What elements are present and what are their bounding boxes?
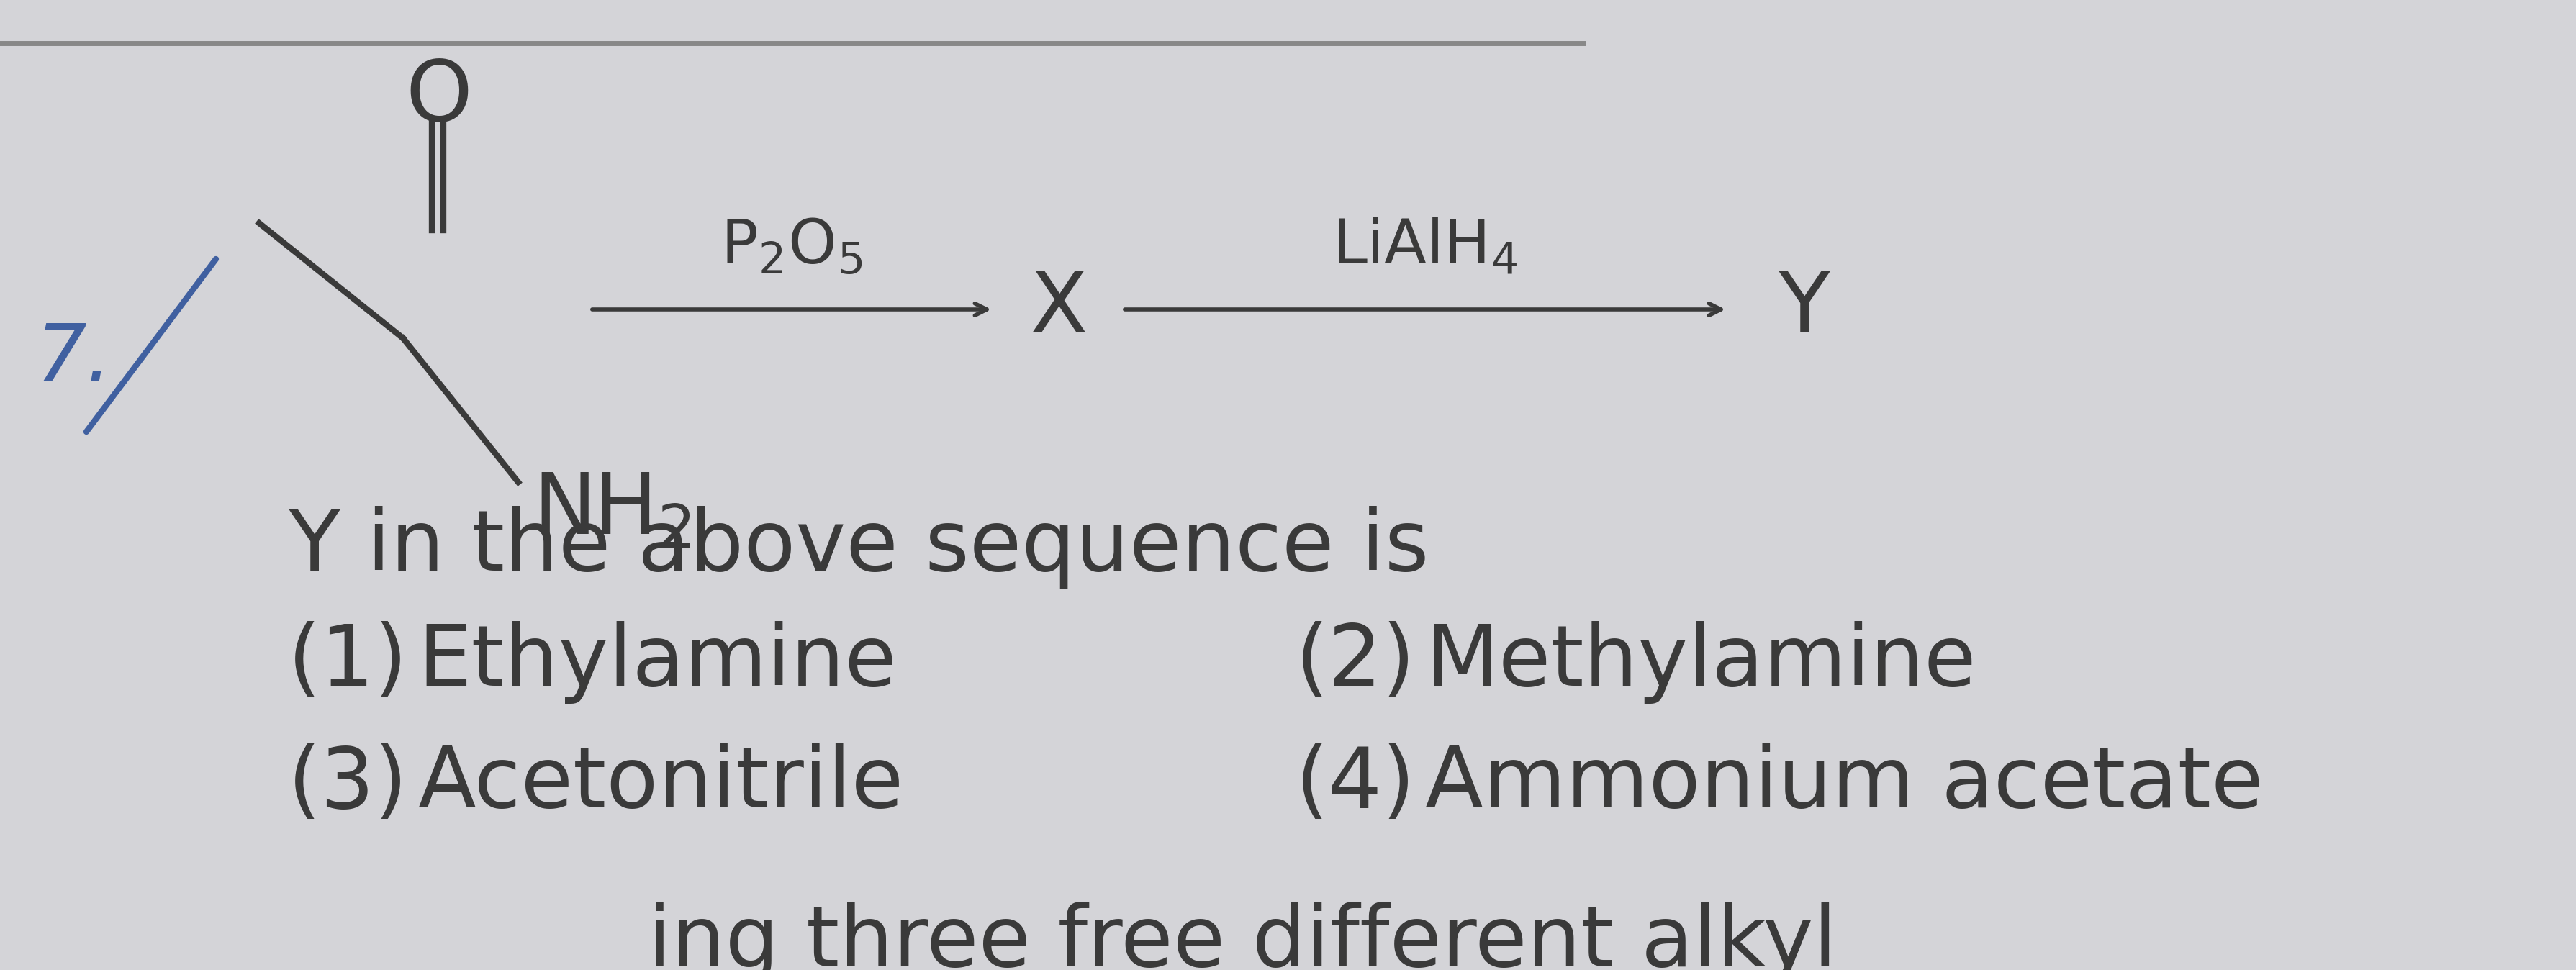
- Text: Y: Y: [1777, 268, 1829, 351]
- Text: Ethylamine: Ethylamine: [417, 621, 896, 703]
- Text: O: O: [404, 55, 471, 139]
- Text: (1): (1): [289, 621, 407, 703]
- Text: Ammonium acetate: Ammonium acetate: [1425, 743, 2264, 825]
- Text: (2): (2): [1296, 621, 1417, 703]
- Text: X: X: [1030, 268, 1087, 351]
- Text: Y in the above sequence is: Y in the above sequence is: [289, 505, 1430, 588]
- Text: P$_2$O$_5$: P$_2$O$_5$: [721, 217, 863, 277]
- Text: (3): (3): [289, 743, 407, 825]
- Text: ing three free different alkyl: ing three free different alkyl: [647, 901, 1837, 970]
- Text: Acetonitrile: Acetonitrile: [417, 743, 904, 825]
- Text: NH$_2$: NH$_2$: [533, 469, 690, 552]
- Text: LiAlH$_4$: LiAlH$_4$: [1332, 216, 1517, 277]
- Text: Methylamine: Methylamine: [1425, 621, 1976, 703]
- Text: (4): (4): [1296, 743, 1417, 825]
- Text: 7.: 7.: [36, 321, 113, 399]
